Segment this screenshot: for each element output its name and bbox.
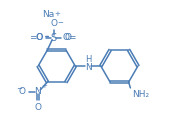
Text: =O: =O [29,33,44,42]
Text: O: O [64,33,71,42]
Text: O: O [50,19,57,28]
Text: O: O [35,33,42,42]
Text: H: H [85,54,91,64]
Text: O: O [34,103,41,112]
Text: NH₂: NH₂ [132,90,149,99]
Text: Na: Na [42,10,54,19]
Text: N: N [34,87,41,96]
Text: +: + [41,83,47,89]
Text: S: S [51,33,57,43]
Text: −: − [16,86,22,92]
Text: −: − [57,20,63,26]
Text: O=: O= [63,33,77,42]
Text: O: O [19,87,26,96]
Text: +: + [54,11,60,17]
Text: N: N [85,63,91,72]
